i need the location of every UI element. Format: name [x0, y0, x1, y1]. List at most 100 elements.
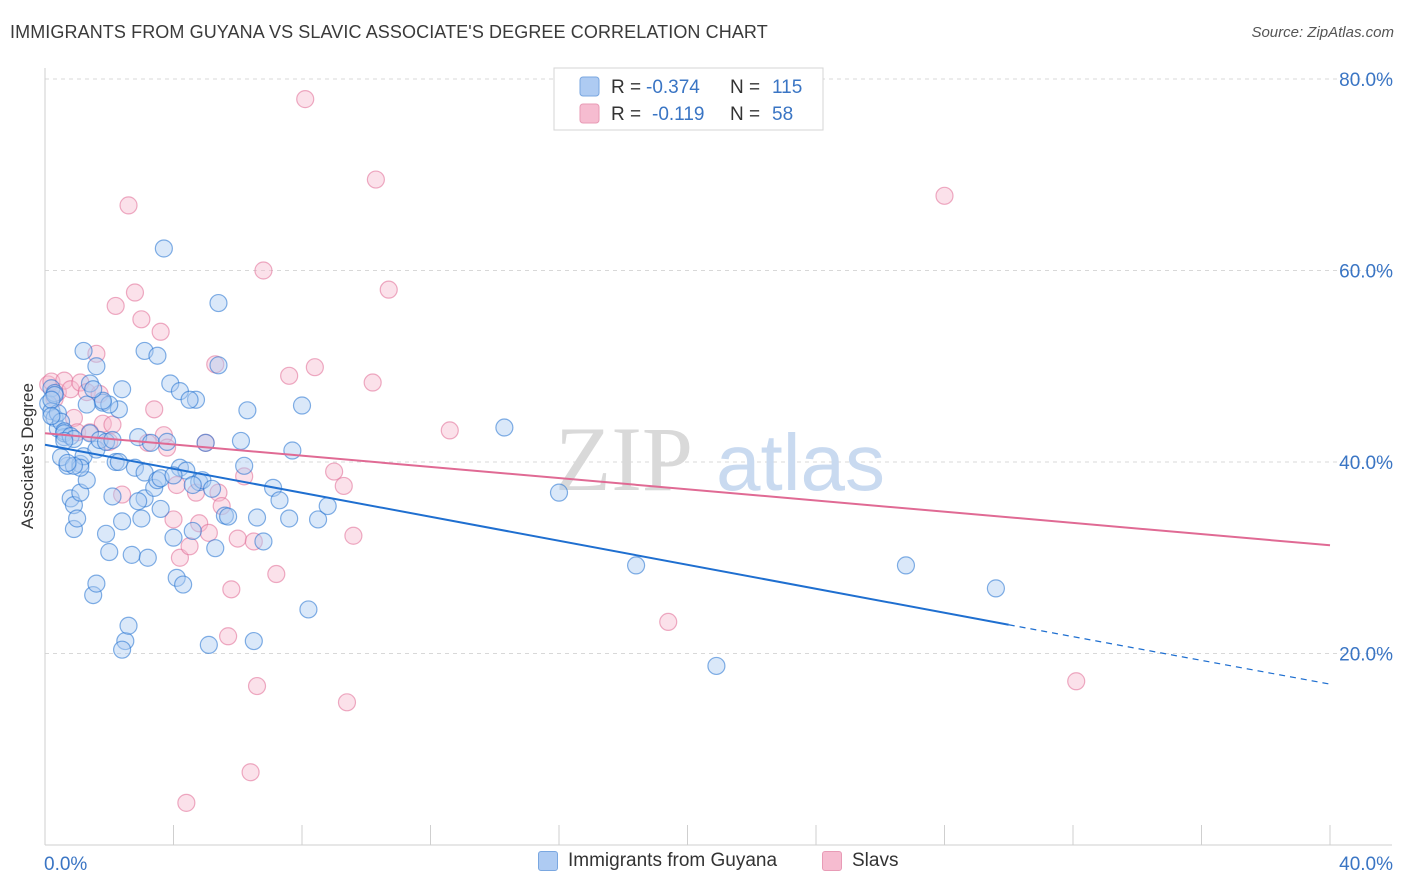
point-slavs	[379, 280, 398, 299]
legend-slavs-label: Slavs	[852, 850, 899, 871]
legend-pink-n-value: 58	[772, 104, 793, 125]
point-guyana	[231, 431, 251, 451]
point-guyana	[164, 466, 183, 485]
point-slavs	[228, 529, 247, 548]
legend-pink-swatch	[579, 103, 600, 124]
point-guyana	[90, 430, 109, 450]
trend-line-slavs	[44, 432, 1331, 547]
point-slavs	[1067, 672, 1086, 691]
point-guyana	[87, 574, 106, 593]
legend-blue-n-value: 115	[772, 77, 802, 98]
point-slavs	[219, 627, 238, 646]
point-slavs	[106, 296, 125, 316]
point-guyana	[68, 509, 87, 528]
point-guyana	[112, 512, 132, 531]
point-guyana	[896, 556, 916, 575]
axes	[44, 68, 1392, 846]
point-slavs	[103, 415, 122, 434]
watermark-atlas: atlas	[716, 418, 885, 507]
point-guyana	[308, 510, 328, 529]
legend-bottom: Immigrants from Guyana Slavs	[0, 850, 1406, 880]
point-guyana	[132, 509, 151, 528]
point-guyana	[209, 293, 228, 313]
legend-blue-r-label: R =	[611, 77, 641, 98]
point-guyana	[84, 585, 103, 605]
point-guyana	[254, 532, 273, 551]
trend-line-guyana	[44, 443, 1009, 626]
legend-pink-r-value: -0.119	[652, 104, 704, 125]
point-slavs	[132, 310, 151, 329]
chart-title: IMMIGRANTS FROM GUYANA VS SLAVIC ASSOCIA…	[10, 22, 768, 42]
point-guyana	[96, 524, 116, 543]
point-guyana	[112, 380, 132, 399]
y-tick-label: 40.0%	[1339, 453, 1393, 474]
point-guyana	[199, 635, 218, 654]
point-guyana	[161, 374, 180, 393]
point-guyana	[164, 528, 183, 547]
point-slavs	[247, 676, 267, 696]
legend-slavs-swatch	[822, 851, 842, 871]
point-slavs	[244, 532, 263, 551]
point-slavs	[151, 322, 170, 341]
point-guyana	[80, 374, 100, 393]
point-guyana	[138, 548, 157, 567]
point-guyana	[58, 453, 77, 473]
point-slavs	[212, 496, 231, 516]
point-slavs	[42, 372, 61, 391]
legend-item-guyana: Immigrants from Guyana	[538, 850, 777, 872]
legend-item-slavs: Slavs	[822, 850, 898, 872]
legend-blue-n-label: N =	[730, 77, 760, 98]
point-slavs	[366, 170, 385, 189]
point-guyana	[299, 600, 318, 619]
point-guyana	[109, 400, 128, 419]
point-slavs	[337, 693, 357, 712]
point-guyana	[174, 575, 193, 594]
point-slavs	[199, 523, 218, 542]
point-guyana	[64, 519, 84, 539]
watermark-zip: ZIP	[555, 408, 693, 510]
point-guyana	[280, 509, 299, 528]
y-tick-label: 20.0%	[1339, 645, 1393, 666]
point-guyana	[707, 656, 726, 676]
point-guyana	[87, 357, 106, 376]
point-slavs	[280, 366, 299, 385]
grid-lines	[45, 78, 1392, 654]
point-guyana	[167, 568, 186, 587]
point-guyana	[112, 640, 132, 659]
point-guyana	[238, 401, 257, 420]
point-slavs	[241, 763, 260, 782]
legend-blue-r-value: -0.374	[646, 77, 700, 98]
point-guyana	[129, 492, 148, 511]
trend-line-guyana-extension	[1008, 624, 1331, 685]
point-guyana	[202, 479, 222, 498]
legend-blue-swatch	[579, 76, 600, 97]
point-guyana	[270, 491, 289, 510]
point-guyana	[549, 483, 569, 502]
point-slavs	[222, 580, 241, 599]
point-guyana	[119, 616, 138, 635]
point-guyana	[186, 390, 206, 409]
point-guyana	[42, 406, 61, 426]
point-guyana	[318, 496, 337, 516]
point-guyana	[77, 395, 96, 414]
point-guyana	[209, 356, 228, 375]
legend-pink-n-label: N =	[730, 104, 760, 125]
point-guyana	[84, 380, 103, 399]
point-slavs	[167, 475, 186, 495]
point-guyana	[495, 418, 514, 437]
point-guyana	[157, 432, 177, 451]
point-guyana	[100, 542, 119, 562]
series-guyana-points	[39, 239, 1006, 676]
point-slavs	[180, 537, 199, 556]
point-slavs	[145, 400, 164, 419]
point-guyana	[986, 579, 1006, 598]
point-slavs	[334, 476, 353, 496]
point-guyana	[122, 545, 141, 564]
point-slavs	[296, 90, 315, 109]
point-guyana	[74, 341, 93, 361]
x-tick-label: 0.0%	[44, 854, 87, 875]
y-tick-label: 80.0%	[1339, 70, 1393, 91]
point-slavs	[659, 612, 678, 632]
point-slavs	[305, 358, 324, 377]
